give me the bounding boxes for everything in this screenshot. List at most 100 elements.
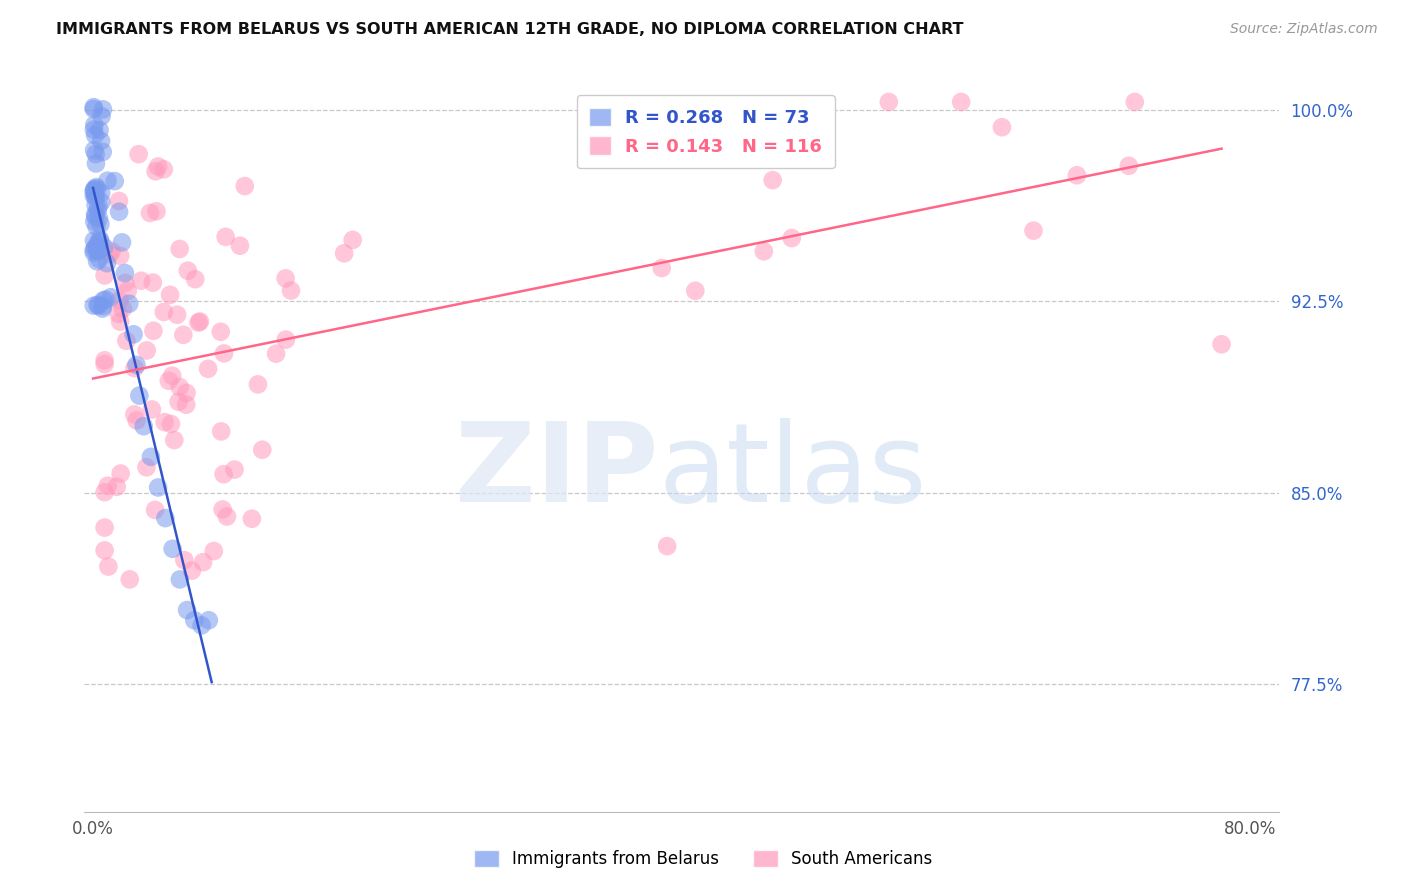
Point	[167, 394, 190, 409]
Point	[139, 450, 162, 464]
Point	[86, 244, 108, 258]
Point	[191, 555, 214, 569]
Point	[86, 219, 108, 234]
Point	[91, 293, 114, 308]
Point	[143, 503, 166, 517]
Point	[177, 264, 200, 278]
Point	[93, 268, 115, 283]
Point	[96, 174, 118, 188]
Point	[90, 109, 112, 123]
Point	[129, 274, 152, 288]
Point	[114, 276, 136, 290]
Point	[240, 512, 263, 526]
Point	[264, 347, 287, 361]
Point	[111, 235, 134, 250]
Point	[212, 467, 235, 482]
Point	[83, 184, 105, 198]
Point	[135, 343, 157, 358]
Point	[142, 324, 165, 338]
Point	[110, 249, 132, 263]
Point	[153, 305, 176, 319]
Point	[83, 243, 105, 257]
Point	[176, 603, 198, 617]
Point	[176, 385, 198, 400]
Point	[84, 156, 107, 170]
Point	[83, 102, 105, 116]
Point	[91, 145, 114, 159]
Point	[197, 361, 219, 376]
Point	[172, 327, 194, 342]
Point	[685, 284, 707, 298]
Point	[84, 241, 107, 255]
Point	[657, 539, 679, 553]
Point	[169, 380, 191, 394]
Point	[157, 374, 180, 388]
Point	[118, 296, 141, 310]
Point	[122, 327, 145, 342]
Point	[83, 118, 105, 132]
Point	[877, 95, 900, 109]
Point	[93, 357, 115, 371]
Point	[117, 284, 139, 298]
Point	[90, 134, 112, 148]
Point	[93, 520, 115, 534]
Point	[108, 204, 131, 219]
Point	[183, 613, 205, 627]
Point	[169, 242, 191, 256]
Point	[128, 147, 150, 161]
Point	[274, 271, 297, 285]
Point	[212, 346, 235, 360]
Point	[274, 333, 297, 347]
Point	[1118, 159, 1140, 173]
Point	[84, 190, 107, 204]
Point	[163, 433, 186, 447]
Point	[89, 235, 111, 249]
Point	[83, 122, 105, 136]
Point	[87, 211, 110, 226]
Point	[93, 543, 115, 558]
Point	[209, 425, 232, 439]
Point	[87, 199, 110, 213]
Point	[124, 408, 146, 422]
Text: atlas: atlas	[658, 417, 927, 524]
Point	[159, 288, 181, 302]
Point	[616, 144, 638, 158]
Point	[107, 307, 129, 321]
Point	[84, 210, 107, 224]
Point	[209, 325, 232, 339]
Point	[91, 103, 114, 117]
Point	[202, 544, 225, 558]
Point	[108, 315, 131, 329]
Point	[86, 298, 108, 312]
Point	[125, 413, 148, 427]
Point	[146, 481, 169, 495]
Point	[84, 207, 107, 221]
Point	[86, 237, 108, 252]
Point	[118, 573, 141, 587]
Point	[83, 245, 105, 260]
Point	[188, 314, 211, 328]
Point	[83, 299, 105, 313]
Point	[93, 353, 115, 368]
Point	[108, 194, 131, 208]
Point	[190, 618, 212, 632]
Point	[991, 120, 1014, 135]
Point	[86, 180, 108, 194]
Point	[83, 182, 105, 196]
Point	[142, 276, 165, 290]
Point	[211, 502, 233, 516]
Point	[89, 232, 111, 246]
Point	[104, 174, 127, 188]
Point	[197, 613, 219, 627]
Point	[160, 368, 183, 383]
Point	[97, 479, 120, 493]
Point	[145, 164, 167, 178]
Point	[215, 230, 238, 244]
Point	[153, 415, 176, 429]
Legend: Immigrants from Belarus, South Americans: Immigrants from Belarus, South Americans	[467, 843, 939, 875]
Point	[233, 179, 256, 194]
Point	[280, 284, 302, 298]
Point	[87, 235, 110, 250]
Point	[762, 173, 785, 187]
Text: ZIP: ZIP	[454, 417, 658, 524]
